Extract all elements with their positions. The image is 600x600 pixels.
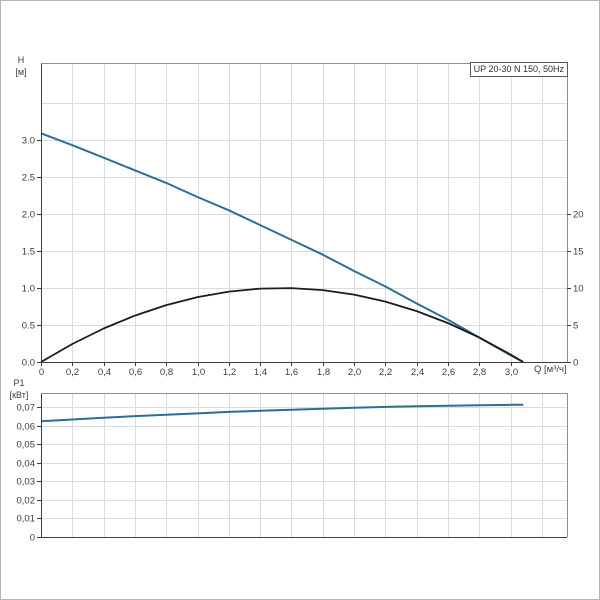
p1-y-left-tick: 0,05 (17, 440, 36, 451)
hq-y-left-tick: 0.0 (22, 358, 35, 369)
p1-gridlines (41, 393, 567, 537)
hq-y-right-tick: 20 (573, 210, 584, 221)
hq-y-right-tick: 0 (573, 358, 578, 369)
hq-aux-curve-line (40, 287, 524, 363)
hq-y-left-tick: 1.0 (22, 284, 35, 295)
hq-x-tick: 0,4 (98, 367, 111, 378)
hq-y-left-tick: 2.5 (22, 173, 35, 184)
hq-x-tick: 2,0 (348, 367, 361, 378)
hq-x-tick: 3,0 (505, 367, 518, 378)
hq-x-tick: 1,0 (192, 367, 205, 378)
hq-y-left-tick: 0.5 (22, 321, 35, 332)
hq-x-tick: 1,4 (254, 367, 267, 378)
hq-x-tick: 0,6 (129, 367, 142, 378)
hq-y-left-tick: 3.0 (22, 136, 35, 147)
hq-y-left-tick: 1.5 (22, 247, 35, 258)
p1-y-left-tick: 0,03 (17, 477, 36, 488)
hq-y-left-tick: 2.0 (22, 210, 35, 221)
hq-x-tick: 1,8 (317, 367, 330, 378)
p1-y-left-tick: 0,04 (17, 459, 36, 470)
hq-chart: 0 0,2 0,4 0,6 0,8 1,0 1,2 1,4 1,6 1,8 2,0 2,2 2,4 2,6… (22, 63, 584, 378)
p1-axis-label: P1 [кВт] (2, 377, 36, 401)
hq-x-tick: 0,2 (66, 367, 79, 378)
hq-gridlines (41, 63, 567, 362)
hq-y-right-tick: 5 (573, 321, 578, 332)
hq-x-tick: 0,8 (160, 367, 173, 378)
hq-x-tick: 0 (39, 367, 44, 378)
q-axis-label: Q [м³/ч] (534, 364, 567, 375)
h-axis-label: H [м] (6, 54, 36, 78)
hq-x-tick: 2,2 (379, 367, 392, 378)
p1-y-left-tick: 0 (30, 533, 35, 544)
p1-axis-label-unit: [кВт] (9, 390, 29, 400)
hq-x-tick: 1,2 (223, 367, 236, 378)
p1-power-curve-line (40, 403, 524, 423)
hq-tick-labels: 0 0,2 0,4 0,6 0,8 1,0 1,2 1,4 1,6 1,8 2,0 2,2 2,4 2,6… (22, 136, 584, 379)
chart-title: UP 20-30 N 150, 50Hz (473, 64, 564, 74)
p1-y-left-tick: 0,07 (17, 403, 36, 414)
h-axis-label-symbol: H (17, 55, 25, 65)
chart-title-box: UP 20-30 N 150, 50Hz (469, 62, 568, 77)
hq-frame (41, 63, 568, 363)
h-axis-label-unit: [м] (15, 67, 27, 77)
hq-x-tick: 2,4 (411, 367, 424, 378)
hq-head-curve-line (40, 132, 524, 363)
p1-tick-labels: 0 0,01 0,02 0,03 0,04 0,05 0,06 0,07 (17, 403, 41, 544)
p1-chart: 0 0,01 0,02 0,03 0,04 0,05 0,06 0,07 (17, 393, 568, 544)
p1-y-left-tick: 0,02 (17, 496, 36, 507)
p1-y-left-tick: 0,06 (17, 422, 36, 433)
p1-axis-label-symbol: P1 (13, 378, 25, 388)
hq-y-right-tick: 10 (573, 284, 584, 295)
hq-x-tick: 2,8 (473, 367, 486, 378)
hq-y-right-tick: 15 (573, 247, 584, 258)
hq-x-tick: 2,6 (442, 367, 455, 378)
p1-y-left-tick: 0,01 (17, 514, 36, 525)
hq-x-tick: 1,6 (285, 367, 298, 378)
p1-frame (41, 393, 568, 538)
